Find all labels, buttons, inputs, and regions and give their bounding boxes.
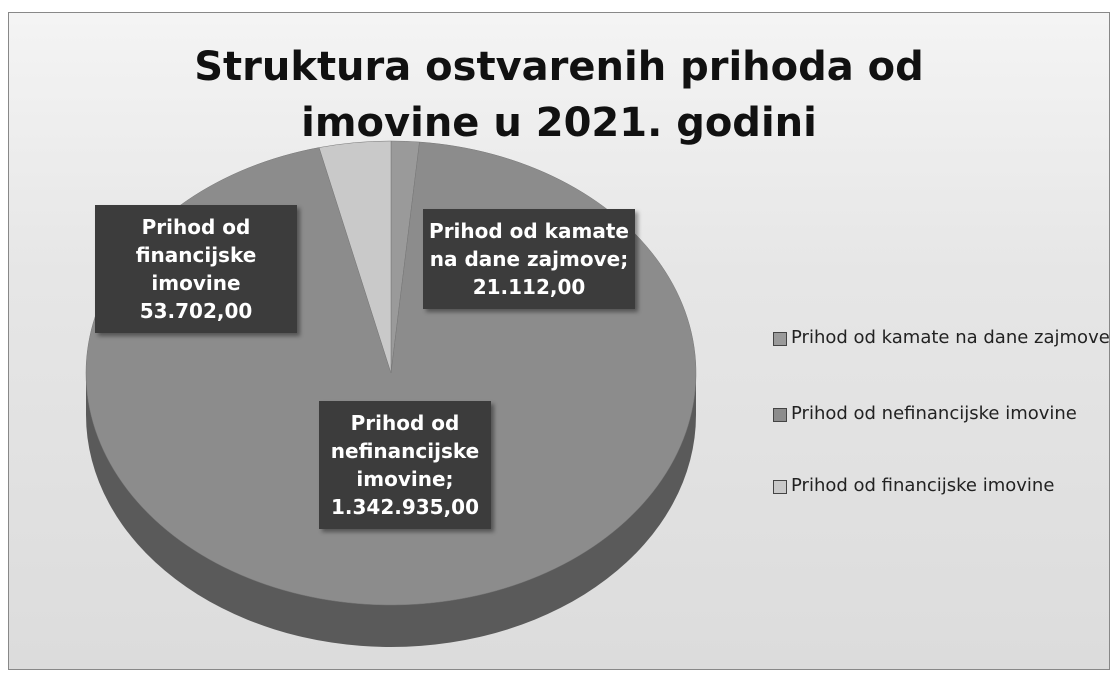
legend-label: Prihod od nefinancijske imovine <box>791 403 1077 424</box>
legend-label: Prihod od financijske imovine <box>791 475 1055 496</box>
legend-swatch <box>773 332 787 346</box>
legend-swatch <box>773 480 787 494</box>
chart: Struktura ostvarenih prihoda od imovine … <box>8 12 1110 670</box>
legend-swatch <box>773 408 787 422</box>
data-label: Prihod od nefinancijske imovine; 1.342.9… <box>319 401 491 529</box>
data-label: Prihod od kamate na dane zajmove; 21.112… <box>423 209 635 309</box>
legend-entry: Prihod od financijske imovine <box>769 473 1109 499</box>
legend-entry: Prihod od kamate na dane zajmove <box>769 325 1110 351</box>
legend-label: Prihod od kamate na dane zajmove <box>791 327 1110 348</box>
pie-slice <box>318 140 392 374</box>
legend-entry: Prihod od nefinancijske imovine <box>769 401 1109 427</box>
chart-title: Struktura ostvarenih prihoda od imovine … <box>194 44 924 146</box>
data-label: Prihod od financijske imovine 53.702,00 <box>95 205 297 333</box>
